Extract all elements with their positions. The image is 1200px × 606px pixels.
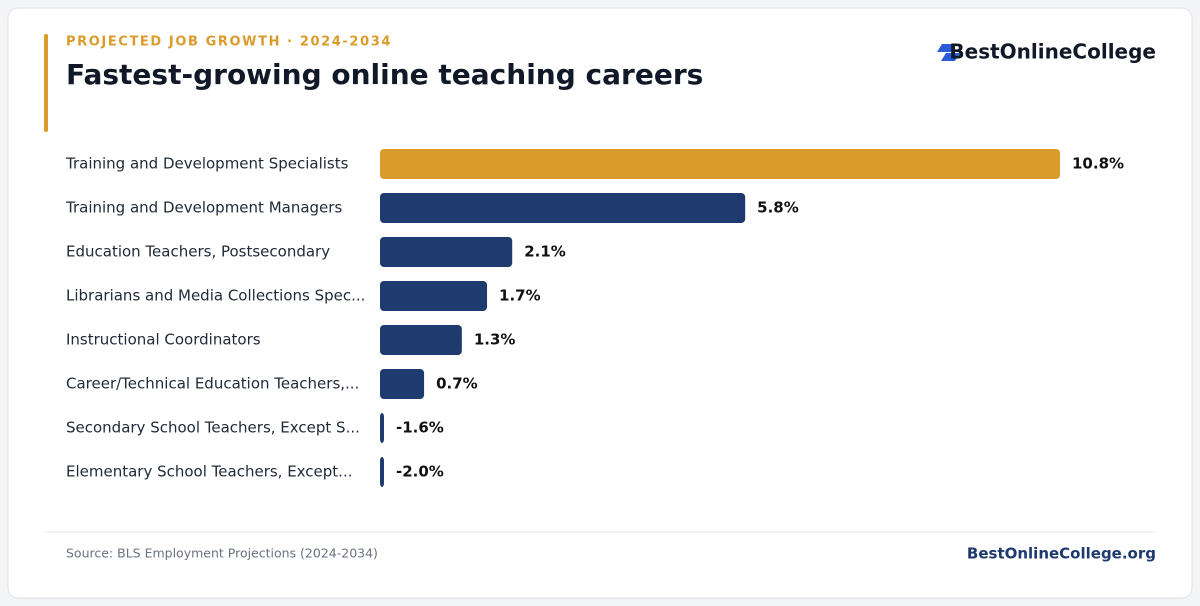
value-label: 10.8% bbox=[1072, 155, 1124, 173]
kicker: PROJECTED JOB GROWTH · 2024-2034 bbox=[66, 35, 392, 50]
bar bbox=[380, 457, 384, 487]
category-label: Training and Development Managers bbox=[65, 199, 342, 217]
value-label: -2.0% bbox=[396, 463, 444, 481]
bar bbox=[380, 413, 384, 443]
category-label: Secondary School Teachers, Except S... bbox=[66, 419, 360, 437]
category-label: Instructional Coordinators bbox=[66, 331, 261, 349]
category-label: Elementary School Teachers, Except... bbox=[66, 463, 352, 481]
logo-icon bbox=[937, 44, 960, 61]
category-label: Education Teachers, Postsecondary bbox=[66, 243, 330, 261]
chart-title: Fastest-growing online teaching careers bbox=[66, 58, 703, 91]
value-label: 0.7% bbox=[436, 375, 478, 393]
bar bbox=[380, 369, 425, 399]
value-label: 2.1% bbox=[524, 243, 566, 261]
accent-bar bbox=[44, 34, 48, 132]
bar bbox=[380, 149, 1060, 179]
source: Source: BLS Employment Projections (2024… bbox=[66, 546, 378, 561]
brand-logo: BestOnlineCollege bbox=[937, 40, 1156, 64]
bar bbox=[380, 237, 513, 267]
bar bbox=[380, 193, 746, 223]
value-label: 5.8% bbox=[757, 199, 799, 217]
bar bbox=[380, 281, 488, 311]
category-label: Career/Technical Education Teachers,... bbox=[66, 375, 359, 393]
value-label: 1.7% bbox=[499, 287, 541, 305]
brand-name: BestOnlineCollege bbox=[949, 40, 1156, 64]
bar bbox=[380, 325, 462, 355]
site-url: BestOnlineCollege.org bbox=[967, 545, 1156, 563]
category-label: Training and Development Specialists bbox=[65, 155, 349, 173]
value-label: 1.3% bbox=[474, 331, 516, 349]
category-label: Librarians and Media Collections Spec... bbox=[66, 287, 365, 305]
value-label: -1.6% bbox=[396, 419, 444, 437]
